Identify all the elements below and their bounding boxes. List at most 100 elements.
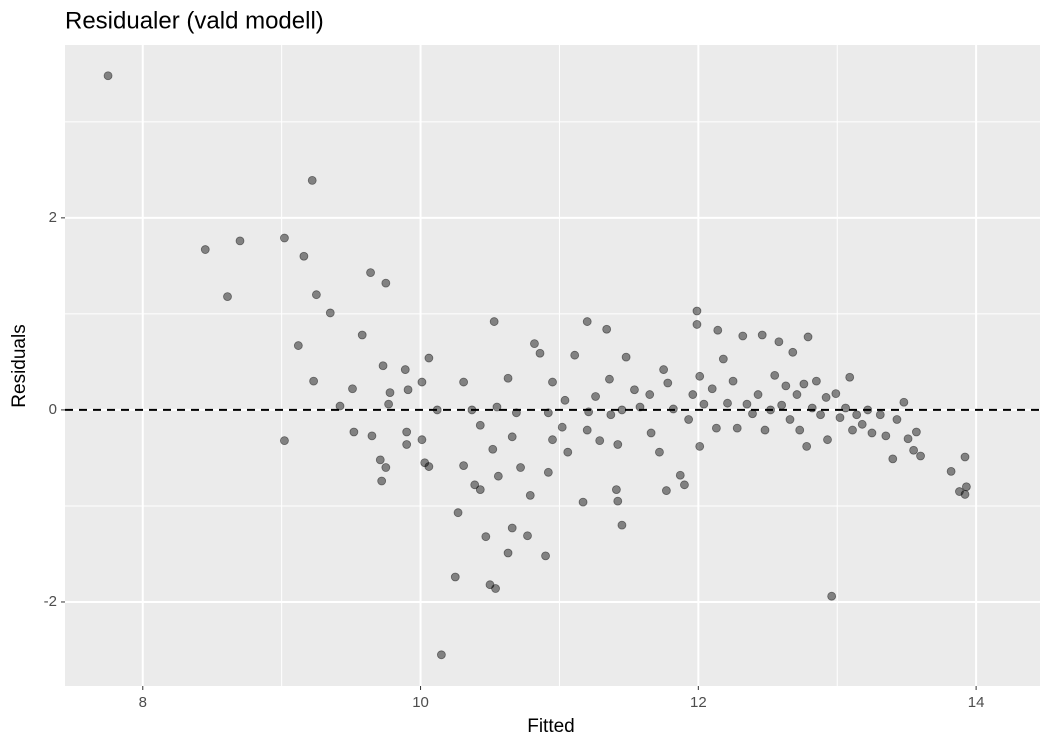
point (503, 373, 513, 383)
y-axis-label: Residuals (9, 324, 30, 407)
point (309, 376, 319, 386)
point (723, 398, 732, 408)
point (841, 403, 850, 413)
point (349, 427, 359, 437)
point (335, 401, 345, 411)
point (366, 268, 375, 277)
point (760, 425, 770, 435)
point (692, 306, 702, 316)
point (488, 444, 498, 454)
point (541, 551, 550, 561)
point (602, 324, 612, 334)
point (795, 425, 805, 435)
y-tick-label: -2 (44, 593, 57, 610)
point (548, 435, 557, 445)
point (888, 454, 898, 464)
point (742, 399, 752, 409)
point (560, 395, 570, 405)
point (831, 389, 841, 398)
point (403, 385, 413, 395)
point (103, 71, 113, 81)
point (613, 440, 623, 449)
point (816, 410, 825, 420)
point (548, 377, 557, 387)
point (770, 370, 780, 380)
point (711, 423, 721, 433)
point (424, 462, 434, 471)
point (400, 365, 410, 374)
point (570, 350, 580, 360)
x-tick-label: 8 (139, 694, 147, 711)
point (757, 330, 767, 340)
point (381, 463, 391, 472)
point (420, 458, 430, 468)
point (675, 470, 685, 480)
point (748, 409, 757, 419)
point (384, 399, 394, 409)
point (960, 452, 970, 462)
point (481, 532, 491, 542)
point (961, 482, 971, 492)
point (367, 431, 377, 441)
point (663, 378, 673, 388)
point (835, 413, 845, 422)
point (753, 390, 763, 399)
point (803, 332, 813, 342)
point (799, 379, 809, 389)
point (892, 415, 902, 424)
point (613, 496, 623, 506)
point (417, 435, 427, 445)
y-tick-label: 0 (49, 401, 57, 418)
point (821, 393, 831, 402)
point (903, 434, 913, 444)
x-tick-label: 12 (690, 694, 707, 711)
point (493, 471, 503, 481)
point (655, 447, 664, 457)
point (375, 455, 385, 465)
point (402, 427, 412, 437)
point (680, 480, 689, 490)
panel (65, 45, 1040, 686)
point (591, 392, 600, 401)
point (235, 236, 245, 246)
point (606, 410, 616, 420)
point (785, 415, 795, 424)
point (557, 422, 567, 432)
y-tick-label: 2 (49, 209, 57, 226)
point (280, 436, 289, 446)
point (852, 410, 862, 420)
point (402, 440, 412, 449)
point (646, 428, 656, 438)
point (503, 548, 513, 558)
point (916, 451, 925, 461)
x-tick-label: 10 (412, 694, 429, 711)
point (617, 520, 627, 530)
point (530, 339, 539, 349)
point (823, 435, 832, 445)
point (857, 419, 867, 429)
point (695, 442, 705, 451)
point (827, 591, 837, 601)
point (543, 467, 553, 477)
point (845, 372, 855, 382)
point (611, 485, 621, 495)
point (453, 508, 463, 518)
point (582, 425, 592, 435)
point (516, 463, 525, 472)
point (595, 436, 605, 446)
point (617, 405, 627, 415)
point (459, 377, 469, 387)
point (692, 320, 702, 329)
point (811, 376, 821, 386)
point (645, 390, 655, 399)
point (280, 233, 289, 243)
point (223, 292, 232, 301)
point (417, 377, 427, 387)
point (348, 384, 357, 394)
point (630, 385, 639, 395)
point (293, 341, 303, 350)
point (802, 442, 812, 451)
point (385, 388, 395, 398)
point (357, 330, 367, 340)
point (605, 374, 614, 384)
